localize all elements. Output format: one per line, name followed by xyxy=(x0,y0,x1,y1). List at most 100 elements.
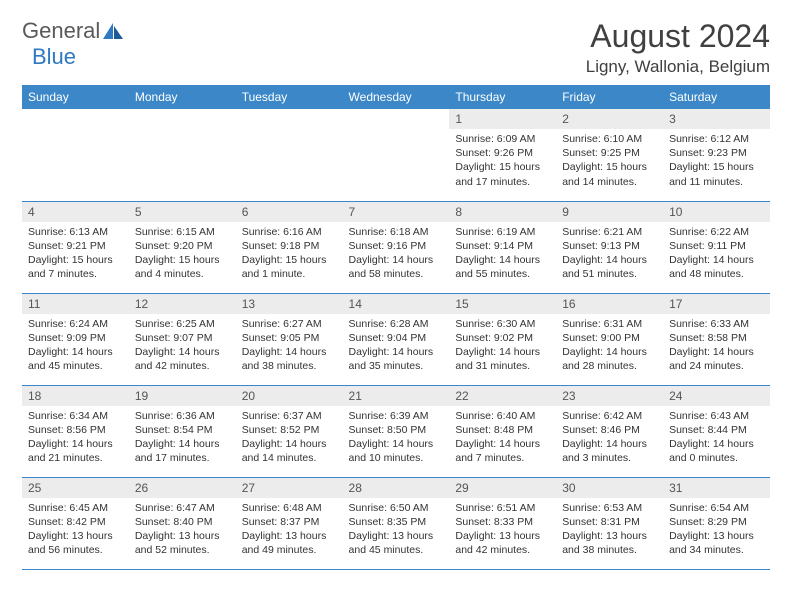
daylight-line: Daylight: 14 hours and 31 minutes. xyxy=(455,345,550,373)
daylight-line: Daylight: 14 hours and 7 minutes. xyxy=(455,437,550,465)
sunset-line: Sunset: 9:14 PM xyxy=(455,239,550,253)
empty-day xyxy=(236,109,343,129)
sunrise-line: Sunrise: 6:43 AM xyxy=(669,409,764,423)
day-number: 19 xyxy=(129,386,236,406)
sunset-line: Sunset: 9:07 PM xyxy=(135,331,230,345)
sunrise-line: Sunrise: 6:18 AM xyxy=(349,225,444,239)
calendar-cell: 17Sunrise: 6:33 AMSunset: 8:58 PMDayligh… xyxy=(663,293,770,385)
sunrise-line: Sunrise: 6:24 AM xyxy=(28,317,123,331)
calendar-cell: 23Sunrise: 6:42 AMSunset: 8:46 PMDayligh… xyxy=(556,385,663,477)
sunset-line: Sunset: 8:44 PM xyxy=(669,423,764,437)
calendar-cell: 3Sunrise: 6:12 AMSunset: 9:23 PMDaylight… xyxy=(663,109,770,201)
daylight-line: Daylight: 14 hours and 42 minutes. xyxy=(135,345,230,373)
sunset-line: Sunset: 8:54 PM xyxy=(135,423,230,437)
day-details: Sunrise: 6:10 AMSunset: 9:25 PMDaylight:… xyxy=(556,129,663,195)
daylight-line: Daylight: 14 hours and 17 minutes. xyxy=(135,437,230,465)
calendar-cell: 13Sunrise: 6:27 AMSunset: 9:05 PMDayligh… xyxy=(236,293,343,385)
calendar-cell: 31Sunrise: 6:54 AMSunset: 8:29 PMDayligh… xyxy=(663,477,770,569)
calendar-cell: 11Sunrise: 6:24 AMSunset: 9:09 PMDayligh… xyxy=(22,293,129,385)
daylight-line: Daylight: 14 hours and 45 minutes. xyxy=(28,345,123,373)
daylight-line: Daylight: 14 hours and 28 minutes. xyxy=(562,345,657,373)
day-details: Sunrise: 6:47 AMSunset: 8:40 PMDaylight:… xyxy=(129,498,236,564)
sunset-line: Sunset: 9:11 PM xyxy=(669,239,764,253)
day-details: Sunrise: 6:33 AMSunset: 8:58 PMDaylight:… xyxy=(663,314,770,380)
day-details: Sunrise: 6:37 AMSunset: 8:52 PMDaylight:… xyxy=(236,406,343,472)
empty-day xyxy=(22,109,129,129)
daylight-line: Daylight: 14 hours and 38 minutes. xyxy=(242,345,337,373)
sunrise-line: Sunrise: 6:12 AM xyxy=(669,132,764,146)
calendar-cell: 26Sunrise: 6:47 AMSunset: 8:40 PMDayligh… xyxy=(129,477,236,569)
sunrise-line: Sunrise: 6:28 AM xyxy=(349,317,444,331)
sunset-line: Sunset: 9:16 PM xyxy=(349,239,444,253)
calendar-cell: 6Sunrise: 6:16 AMSunset: 9:18 PMDaylight… xyxy=(236,201,343,293)
day-details: Sunrise: 6:28 AMSunset: 9:04 PMDaylight:… xyxy=(343,314,450,380)
calendar-cell xyxy=(129,109,236,201)
day-details: Sunrise: 6:09 AMSunset: 9:26 PMDaylight:… xyxy=(449,129,556,195)
daylight-line: Daylight: 14 hours and 24 minutes. xyxy=(669,345,764,373)
calendar-cell: 22Sunrise: 6:40 AMSunset: 8:48 PMDayligh… xyxy=(449,385,556,477)
sunrise-line: Sunrise: 6:50 AM xyxy=(349,501,444,515)
sunset-line: Sunset: 9:13 PM xyxy=(562,239,657,253)
sunset-line: Sunset: 9:26 PM xyxy=(455,146,550,160)
day-number: 18 xyxy=(22,386,129,406)
daylight-line: Daylight: 13 hours and 34 minutes. xyxy=(669,529,764,557)
day-details: Sunrise: 6:51 AMSunset: 8:33 PMDaylight:… xyxy=(449,498,556,564)
day-number: 11 xyxy=(22,294,129,314)
sunrise-line: Sunrise: 6:42 AM xyxy=(562,409,657,423)
daylight-line: Daylight: 13 hours and 56 minutes. xyxy=(28,529,123,557)
day-details: Sunrise: 6:15 AMSunset: 9:20 PMDaylight:… xyxy=(129,222,236,288)
calendar-cell: 5Sunrise: 6:15 AMSunset: 9:20 PMDaylight… xyxy=(129,201,236,293)
sunrise-line: Sunrise: 6:19 AM xyxy=(455,225,550,239)
month-title: August 2024 xyxy=(586,18,770,55)
sunset-line: Sunset: 8:31 PM xyxy=(562,515,657,529)
day-details: Sunrise: 6:50 AMSunset: 8:35 PMDaylight:… xyxy=(343,498,450,564)
sunrise-line: Sunrise: 6:13 AM xyxy=(28,225,123,239)
sunrise-line: Sunrise: 6:53 AM xyxy=(562,501,657,515)
calendar-cell: 16Sunrise: 6:31 AMSunset: 9:00 PMDayligh… xyxy=(556,293,663,385)
daylight-line: Daylight: 13 hours and 52 minutes. xyxy=(135,529,230,557)
daylight-line: Daylight: 14 hours and 35 minutes. xyxy=(349,345,444,373)
calendar-cell: 19Sunrise: 6:36 AMSunset: 8:54 PMDayligh… xyxy=(129,385,236,477)
sunrise-line: Sunrise: 6:25 AM xyxy=(135,317,230,331)
sunrise-line: Sunrise: 6:10 AM xyxy=(562,132,657,146)
sunrise-line: Sunrise: 6:27 AM xyxy=(242,317,337,331)
weekday-header: Friday xyxy=(556,85,663,109)
daylight-line: Daylight: 15 hours and 4 minutes. xyxy=(135,253,230,281)
day-number: 20 xyxy=(236,386,343,406)
sunrise-line: Sunrise: 6:30 AM xyxy=(455,317,550,331)
sunset-line: Sunset: 9:02 PM xyxy=(455,331,550,345)
sunrise-line: Sunrise: 6:15 AM xyxy=(135,225,230,239)
sunset-line: Sunset: 9:05 PM xyxy=(242,331,337,345)
daylight-line: Daylight: 13 hours and 45 minutes. xyxy=(349,529,444,557)
day-number: 6 xyxy=(236,202,343,222)
day-details: Sunrise: 6:13 AMSunset: 9:21 PMDaylight:… xyxy=(22,222,129,288)
sunset-line: Sunset: 8:29 PM xyxy=(669,515,764,529)
logo-text-general: General xyxy=(22,18,100,44)
empty-day xyxy=(129,109,236,129)
sunrise-line: Sunrise: 6:45 AM xyxy=(28,501,123,515)
day-number: 14 xyxy=(343,294,450,314)
calendar-week-row: 1Sunrise: 6:09 AMSunset: 9:26 PMDaylight… xyxy=(22,109,770,201)
day-number: 23 xyxy=(556,386,663,406)
calendar-week-row: 18Sunrise: 6:34 AMSunset: 8:56 PMDayligh… xyxy=(22,385,770,477)
sunset-line: Sunset: 8:58 PM xyxy=(669,331,764,345)
empty-day xyxy=(343,109,450,129)
calendar-cell: 12Sunrise: 6:25 AMSunset: 9:07 PMDayligh… xyxy=(129,293,236,385)
day-details: Sunrise: 6:21 AMSunset: 9:13 PMDaylight:… xyxy=(556,222,663,288)
day-number: 21 xyxy=(343,386,450,406)
day-details: Sunrise: 6:24 AMSunset: 9:09 PMDaylight:… xyxy=(22,314,129,380)
daylight-line: Daylight: 14 hours and 58 minutes. xyxy=(349,253,444,281)
logo-text-blue: Blue xyxy=(32,44,76,69)
sunrise-line: Sunrise: 6:40 AM xyxy=(455,409,550,423)
day-number: 3 xyxy=(663,109,770,129)
day-number: 4 xyxy=(22,202,129,222)
calendar-cell xyxy=(343,109,450,201)
calendar-cell: 15Sunrise: 6:30 AMSunset: 9:02 PMDayligh… xyxy=(449,293,556,385)
day-details: Sunrise: 6:54 AMSunset: 8:29 PMDaylight:… xyxy=(663,498,770,564)
calendar-cell: 29Sunrise: 6:51 AMSunset: 8:33 PMDayligh… xyxy=(449,477,556,569)
day-details: Sunrise: 6:40 AMSunset: 8:48 PMDaylight:… xyxy=(449,406,556,472)
day-details: Sunrise: 6:48 AMSunset: 8:37 PMDaylight:… xyxy=(236,498,343,564)
day-details: Sunrise: 6:30 AMSunset: 9:02 PMDaylight:… xyxy=(449,314,556,380)
calendar-cell: 27Sunrise: 6:48 AMSunset: 8:37 PMDayligh… xyxy=(236,477,343,569)
sunrise-line: Sunrise: 6:16 AM xyxy=(242,225,337,239)
